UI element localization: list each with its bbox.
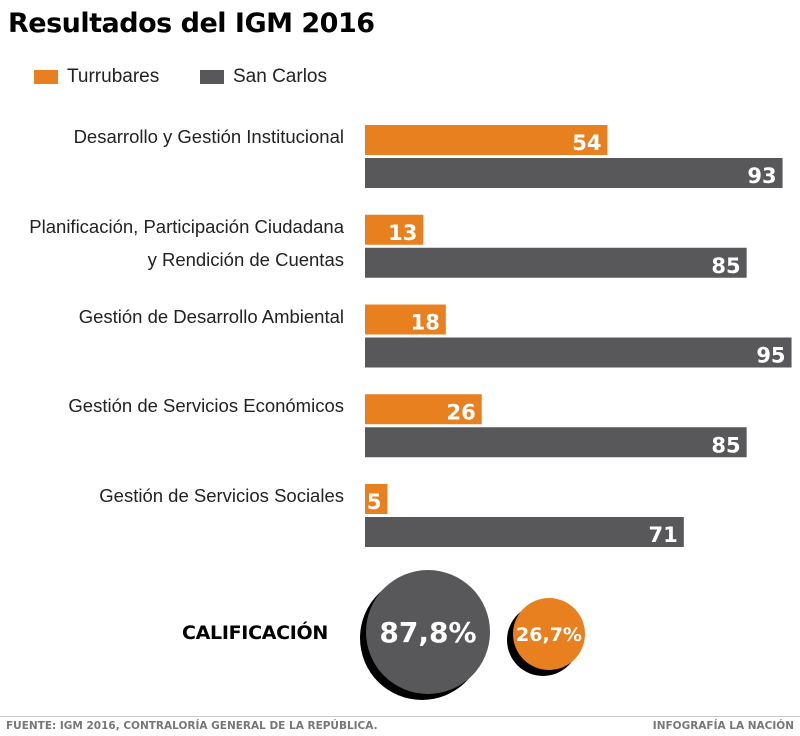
legend-swatch-san-carlos [200, 70, 224, 84]
category-label: Desarrollo y Gestión Institucional [74, 120, 344, 153]
score-circle-san-carlos [366, 570, 490, 694]
legend-swatch-turrubares [34, 70, 58, 84]
bar-turrubares [365, 304, 446, 335]
bar-value-label: 71 [649, 523, 678, 547]
bar-san-carlos [365, 427, 747, 458]
category-label-line: Planificación, Participación Ciudadana [29, 215, 344, 237]
bar-value-label: 13 [388, 221, 417, 245]
bar-value-label: 85 [711, 254, 740, 278]
bar-turrubares [365, 394, 482, 425]
bar-value-label: 95 [756, 344, 785, 368]
bar-turrubares [365, 214, 424, 245]
bar-turrubares [365, 125, 608, 155]
bar-value-label: 93 [747, 164, 776, 188]
legend-label-san-carlos: San Carlos [233, 66, 327, 87]
score-value: 87,8% [379, 616, 476, 649]
category-label-line: Gestión de Desarrollo Ambiental [78, 305, 344, 327]
score-circle-turrubares [513, 598, 585, 670]
bar-san-carlos [365, 517, 684, 547]
category-label-line: Gestión de Servicios Sociales [99, 485, 344, 506]
bar-value-label: 26 [447, 400, 476, 424]
bar-value-label: 85 [711, 433, 740, 457]
category-label: Planificación, Participación Ciudadana y … [29, 210, 344, 276]
bar-turrubares [365, 484, 388, 514]
chart-title: Resultados del IGM 2016 [8, 8, 375, 39]
bar-value-label: 18 [411, 311, 440, 335]
footer-divider [0, 716, 800, 717]
category-label-line: Gestión de Servicios Económicos [68, 395, 344, 417]
category-label-line: Desarrollo y Gestión Institucional [73, 126, 344, 147]
score-value: 26,7% [516, 624, 582, 646]
bar-san-carlos [365, 158, 783, 188]
legend-item-san-carlos: San Carlos [200, 66, 327, 88]
bar-san-carlos [365, 247, 747, 278]
credit-note: INFOGRAFÍA LA NACIÓN [652, 720, 794, 732]
category-label: Gestión de Desarrollo Ambiental [79, 300, 344, 333]
category-label-line: y Rendición de Cuentas [147, 248, 344, 270]
bar-value-label: 54 [572, 131, 601, 155]
legend-label-turrubares: Turrubares [67, 66, 160, 87]
calificacion-label: CALIFICACIÓN [182, 622, 328, 644]
bar-value-label: 5 [367, 490, 382, 514]
legend-item-turrubares: Turrubares [34, 66, 159, 88]
category-label: Gestión de Servicios Sociales [99, 479, 344, 512]
source-note: FUENTE: IGM 2016, CONTRALORÍA GENERAL DE… [6, 720, 378, 732]
category-label: Gestión de Servicios Económicos [68, 389, 344, 422]
bar-san-carlos [365, 337, 792, 368]
